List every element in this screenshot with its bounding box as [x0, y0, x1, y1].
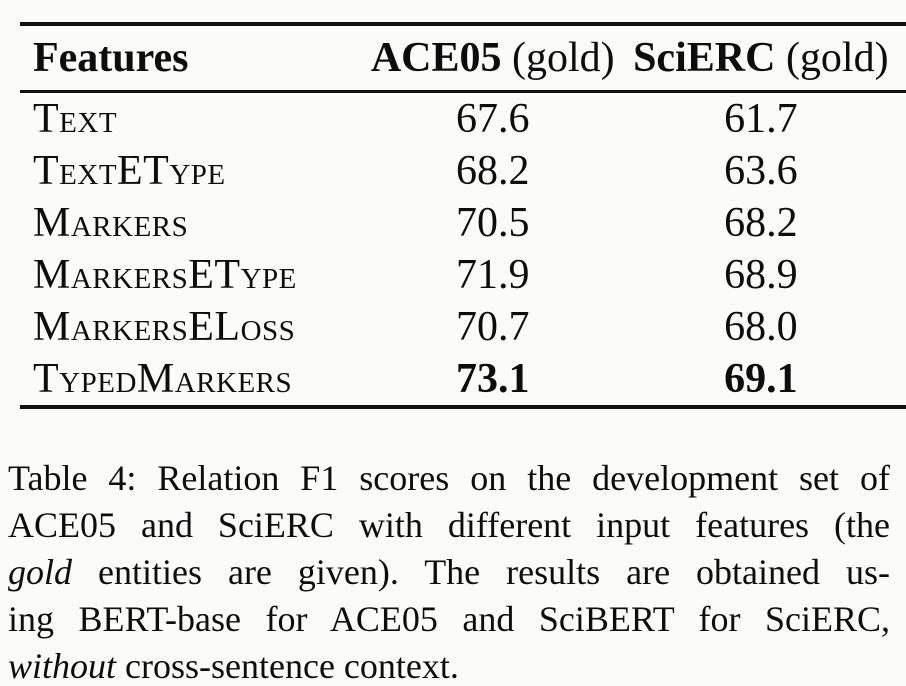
caption-line: gold entities are given). The results ar…	[8, 549, 890, 596]
ace05-header-suffix: (gold)	[501, 35, 615, 81]
table-caption: Table 4: Relation F1 scores on the devel…	[8, 455, 890, 686]
column-header-ace05: ACE05 (gold)	[369, 24, 616, 93]
table-header: Features ACE05 (gold) SciERC (gold)	[20, 24, 906, 93]
feature-cell: MarkersELoss	[33, 304, 296, 350]
scierc-score-cell: 63.6	[724, 148, 798, 194]
scierc-header-label: SciERC	[633, 35, 776, 81]
ace05-header-label: ACE05	[370, 35, 502, 81]
table-row-typedmarkers: TypedMarkers 73.1 69.1	[20, 353, 906, 407]
caption-line: ing BERT-base for ACE05 and SciBERT for …	[8, 596, 890, 643]
features-header-label: Features	[33, 35, 189, 81]
feature-cell: Markers	[33, 200, 189, 246]
ace05-score-cell: 71.9	[456, 252, 530, 298]
scierc-score-cell: 61.7	[724, 96, 798, 142]
caption-text: ACE05 and SciERC with different input fe…	[8, 505, 890, 545]
scierc-score-cell: 68.2	[724, 200, 798, 246]
caption-text: ing BERT-base for ACE05 and SciBERT for …	[8, 599, 890, 639]
table-row-markersetype: MarkersEType 71.9 68.9	[20, 249, 906, 301]
caption-line: ACE05 and SciERC with different input fe…	[8, 502, 890, 549]
caption-text: cross-sentence context.	[116, 646, 459, 686]
ace05-score-cell: 73.1	[456, 356, 530, 402]
column-header-scierc: SciERC (gold)	[615, 24, 906, 93]
caption-italic-word: gold	[8, 552, 73, 592]
scierc-score-cell: 68.0	[724, 304, 798, 350]
scierc-score-cell: 69.1	[724, 356, 798, 402]
scierc-score-cell: 68.9	[724, 252, 798, 298]
table-body: Text 67.6 61.7 TextEType 68.2 63.6 Marke…	[20, 92, 906, 408]
results-table: Features ACE05 (gold) SciERC (gold) Text…	[20, 22, 906, 409]
feature-cell: TypedMarkers	[33, 356, 293, 402]
table-row-markerseloss: MarkersELoss 70.7 68.0	[20, 301, 906, 353]
caption-text: Table 4: Relation F1 scores on the devel…	[8, 458, 890, 498]
table-row-textetype: TextEType 68.2 63.6	[20, 145, 906, 197]
feature-cell: TextEType	[33, 148, 226, 194]
header-row: Features ACE05 (gold) SciERC (gold)	[20, 24, 906, 93]
ace05-score-cell: 68.2	[456, 148, 530, 194]
caption-line: Table 4: Relation F1 scores on the devel…	[8, 455, 890, 502]
column-header-features: Features	[20, 24, 370, 93]
feature-cell: MarkersEType	[33, 252, 297, 298]
table-row-text: Text 67.6 61.7	[20, 92, 906, 146]
caption-line: without cross-sentence context.	[8, 643, 890, 686]
table-row-markers: Markers 70.5 68.2	[20, 197, 906, 249]
ace05-score-cell: 67.6	[456, 96, 530, 142]
scierc-header-suffix: (gold)	[775, 35, 889, 81]
caption-italic-word: without	[8, 646, 117, 686]
ace05-score-cell: 70.5	[456, 200, 530, 246]
feature-cell: Text	[33, 96, 118, 142]
caption-text: entities are given). The results are obt…	[72, 552, 890, 592]
ace05-score-cell: 70.7	[456, 304, 530, 350]
